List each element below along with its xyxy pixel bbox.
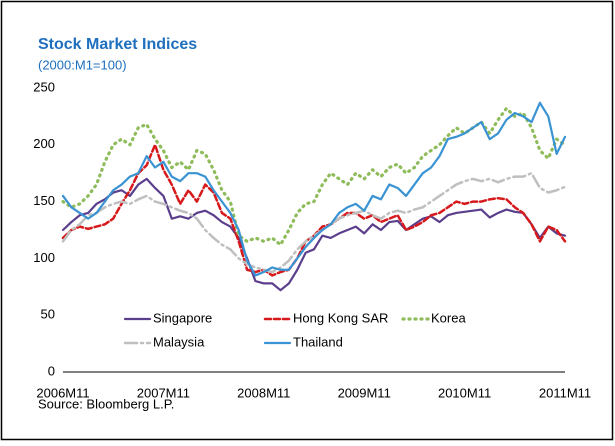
legend-label: Korea <box>431 310 466 325</box>
source-note: Source: Bloomberg L.P. <box>38 396 174 411</box>
x-tick-label: 2009M11 <box>338 385 391 400</box>
legend-label: Singapore <box>153 310 212 325</box>
y-tick-label: 50 <box>41 307 55 322</box>
x-tick-label: 2006M11 <box>36 385 89 400</box>
series-line <box>61 177 567 292</box>
x-tick-label: 2007M11 <box>137 385 190 400</box>
chart-subtitle: (2000:M1=100) <box>38 57 127 72</box>
chart-title: Stock Market Indices <box>38 36 197 53</box>
y-tick-label: 200 <box>33 136 55 151</box>
series-line <box>61 171 567 274</box>
y-tick-label: 0 <box>48 363 55 378</box>
legend-label: Hong Kong SAR <box>293 310 388 325</box>
y-tick-label: 100 <box>33 250 55 265</box>
x-tick-label: 2008M11 <box>237 385 290 400</box>
legend-label: Thailand <box>293 334 343 349</box>
x-tick-label: 2010M11 <box>438 385 491 400</box>
series-line <box>61 101 567 277</box>
legend-label: Malaysia <box>153 334 205 349</box>
y-tick-label: 250 <box>33 79 55 94</box>
x-tick-label: 2011M11 <box>539 385 591 400</box>
y-tick-label: 150 <box>33 193 55 208</box>
